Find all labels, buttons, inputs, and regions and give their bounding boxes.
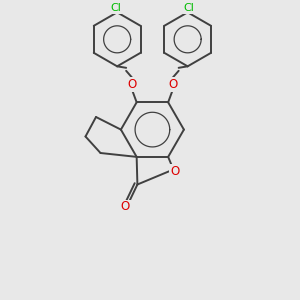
Text: O: O bbox=[128, 78, 137, 91]
Text: Cl: Cl bbox=[110, 3, 121, 13]
Text: O: O bbox=[121, 200, 130, 214]
Text: O: O bbox=[168, 78, 177, 91]
Text: O: O bbox=[170, 165, 179, 178]
Text: Cl: Cl bbox=[184, 3, 195, 13]
